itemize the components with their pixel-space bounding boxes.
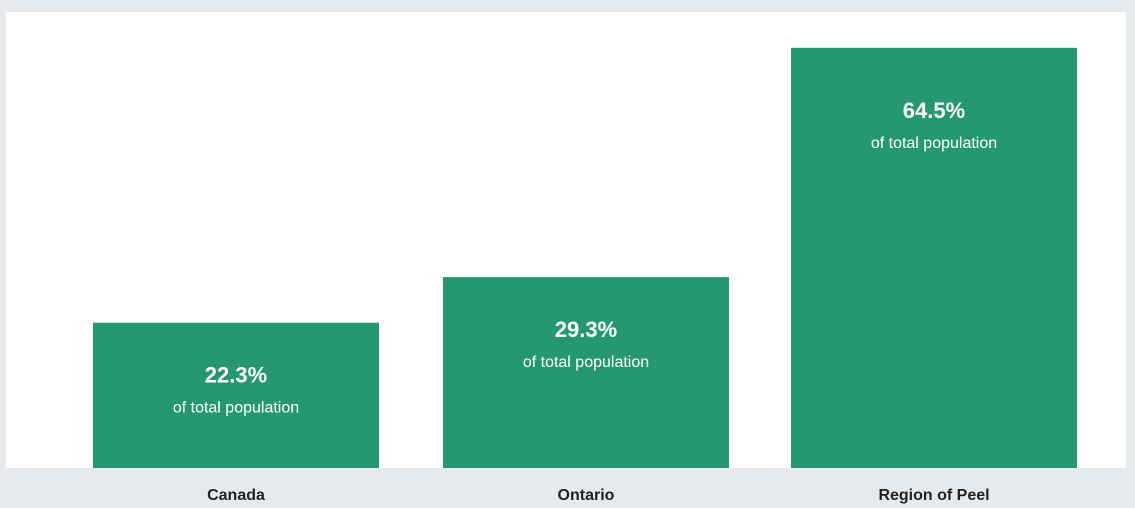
bar-sublabel: of total population [523, 354, 649, 371]
category-label: Ontario [558, 487, 615, 504]
bar-sublabel: of total population [871, 135, 997, 152]
category-label: Region of Peel [878, 487, 989, 504]
bar [93, 322, 379, 468]
bars-layer [93, 47, 1077, 468]
bar-value-label: 29.3% [555, 317, 617, 342]
bar-value-label: 22.3% [205, 363, 267, 388]
bar [791, 47, 1077, 468]
category-labels: Canada Ontario Region of Peel [207, 487, 989, 504]
category-label: Canada [207, 487, 265, 504]
labels-layer: 22.3% of total population 29.3% of total po… [173, 98, 997, 417]
bar-sublabel: of total population [173, 400, 299, 417]
bar [443, 277, 729, 468]
bar-value-label: 64.5% [903, 98, 965, 123]
